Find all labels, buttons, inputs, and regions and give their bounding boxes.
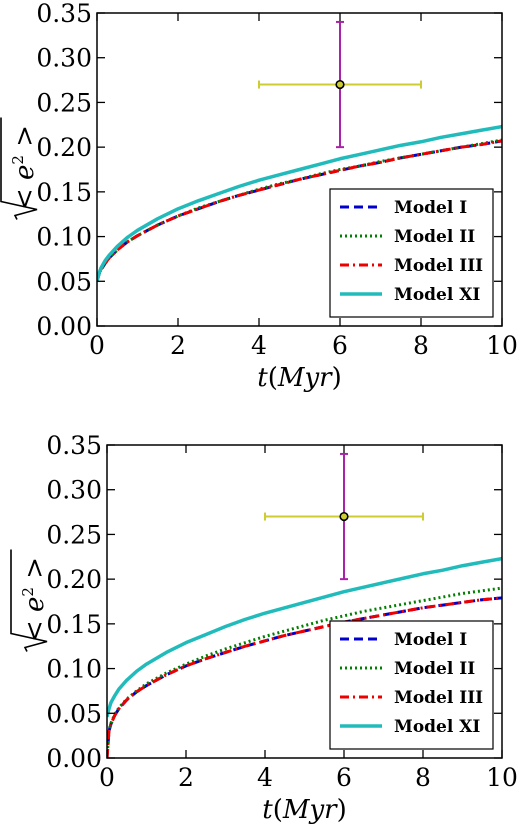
legend-label: Model I [394, 198, 467, 218]
legend-label: Model I [394, 630, 467, 650]
y-tick-label: 0.25 [46, 520, 102, 549]
radical-sign [0, 117, 38, 220]
axes-frame [96, 12, 503, 327]
legend-label: Model II [394, 227, 475, 247]
x-tick-label: 6 [332, 331, 348, 360]
y-tick-label: 0.30 [46, 476, 102, 505]
y-tick-label: 0.10 [46, 655, 102, 684]
axes-frame [106, 444, 503, 759]
series-line-model-iii [107, 596, 502, 758]
x-tick-label: 4 [251, 331, 267, 360]
y-tick-label: 0.00 [46, 744, 102, 773]
x-tick-label: 8 [413, 331, 429, 360]
y-tick-label: 0.25 [36, 88, 92, 117]
chart-bottom-panel: 0 2 4 6 8 10 0.00 0.05 0.10 0.15 0.20 0.25 0.30 0.35 t… [0, 413, 520, 827]
x-tick-label: 0 [99, 763, 115, 792]
y-tick-label: 0.20 [46, 565, 102, 594]
x-tick-label: 8 [415, 763, 431, 792]
y-axis-label: < e2 > [10, 549, 50, 652]
x-tick-label: 2 [170, 331, 186, 360]
y-tick-label: 0.15 [36, 178, 92, 207]
observation-marker [335, 79, 345, 90]
x-axis-label: t(Myr) [262, 795, 347, 825]
series-line-model-xi [97, 124, 502, 282]
chart-svg: 0 2 4 6 8 10 0.00 0.05 0.10 0.15 0.20 0.25 0.30 0.35 t… [0, 0, 518, 393]
series-line-model-iii [97, 139, 502, 282]
series-line-model-ii [107, 586, 502, 758]
legend-label: Model III [394, 256, 483, 276]
legend-label: Model III [394, 688, 483, 708]
legend-label: Model XI [394, 285, 480, 305]
legend-label: Model XI [394, 717, 480, 737]
chart-top-panel: 0 2 4 6 8 10 0.00 0.05 0.10 0.15 0.20 0.25 0.30 0.35 t… [0, 0, 520, 413]
legend-label: Model II [394, 659, 475, 679]
x-tick-label: 10 [486, 331, 518, 360]
y-tick-label: 0.05 [36, 267, 92, 296]
observation-marker [339, 511, 349, 522]
x-tick-label: 6 [336, 763, 352, 792]
chart-svg: 0 2 4 6 8 10 0.00 0.05 0.10 0.15 0.20 0.25 0.30 0.35 t… [10, 431, 518, 825]
y-tick-label: 0.10 [36, 223, 92, 252]
y-tick-label: 0.00 [36, 312, 92, 341]
y-tick-label: 0.15 [46, 610, 102, 639]
x-axis-label: t(Myr) [257, 363, 342, 393]
radical-sign [10, 549, 48, 652]
y-tick-label: 0.05 [46, 699, 102, 728]
legend: Model I Model II Model III Model XI [329, 620, 494, 750]
y-tick-label: 0.30 [36, 44, 92, 73]
y-tick-label: 0.35 [46, 431, 102, 460]
x-tick-label: 0 [89, 331, 105, 360]
series-line-model-xi [107, 556, 502, 718]
legend: Model I Model II Model III Model XI [329, 188, 494, 318]
x-tick-label: 2 [178, 763, 194, 792]
x-tick-label: 4 [257, 763, 273, 792]
y-tick-label: 0.35 [36, 0, 92, 28]
svg-text:< e2 >: < e2 > [19, 557, 50, 642]
y-tick-label: 0.20 [36, 133, 92, 162]
svg-text:< e2 >: < e2 > [9, 125, 40, 210]
x-tick-label: 10 [486, 763, 518, 792]
y-axis-label: < e2 > [0, 117, 40, 220]
